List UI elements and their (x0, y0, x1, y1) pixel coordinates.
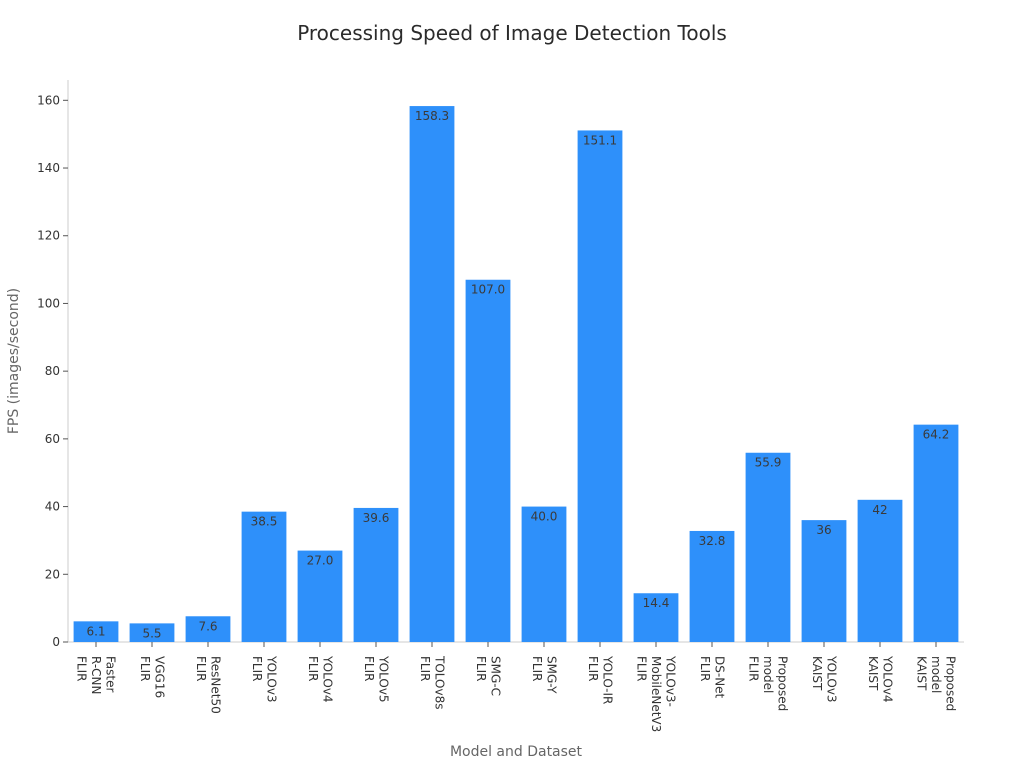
x-tick-label: Proposed (776, 656, 790, 711)
y-axis-title: FPS (images/second) (6, 288, 22, 434)
bar (409, 106, 455, 643)
y-tick-label: 100 (37, 296, 60, 310)
x-axis-title: Model and Dataset (450, 744, 583, 760)
x-tick-label: FLIR (362, 656, 376, 681)
y-tick-label: 20 (45, 567, 60, 581)
y-tick-label: 40 (45, 500, 60, 514)
x-tick-label: SMG-Y (544, 656, 558, 694)
bar-value-label: 5.5 (142, 626, 161, 640)
bar-value-label: 32.8 (699, 534, 726, 548)
x-tick-label: FLIR (474, 656, 488, 681)
y-tick-label: 140 (37, 161, 60, 175)
bar (801, 520, 847, 642)
bar (577, 130, 623, 642)
x-tick-label: Faster (104, 656, 118, 692)
x-tick-label: SMG-C (488, 656, 502, 696)
bar-value-label: 38.5 (251, 515, 278, 529)
x-tick-label: FLIR (306, 656, 320, 681)
x-tick-label: YOLOv4 (320, 655, 334, 703)
y-tick-label: 120 (37, 229, 60, 243)
bar-value-label: 55.9 (755, 456, 782, 470)
x-tick-label: ResNet50 (208, 656, 222, 714)
x-tick-label: KAIST (866, 656, 880, 691)
bar (913, 424, 959, 642)
y-tick-label: 80 (45, 364, 60, 378)
x-tick-label: YOLO-IR (600, 655, 614, 704)
bar (185, 616, 231, 642)
bar-value-label: 7.6 (198, 619, 217, 633)
bar (353, 507, 399, 642)
bar-value-label: 64.2 (923, 428, 950, 442)
y-tick-label: 60 (45, 432, 60, 446)
bar-value-label: 27.0 (307, 554, 334, 568)
y-tick-label: 0 (52, 635, 60, 649)
x-tick-label: FLIR (747, 656, 761, 681)
x-tick-label: KAIST (915, 656, 929, 691)
x-tick-label: model (929, 656, 943, 693)
bar-value-label: 14.4 (643, 596, 670, 610)
x-tick-label: FLIR (75, 656, 89, 681)
x-tick-label: FLIR (418, 656, 432, 681)
x-tick-label: FLIR (635, 656, 649, 681)
y-tick-label: 160 (37, 93, 60, 107)
bar-value-label: 36 (816, 523, 831, 537)
bar (745, 452, 791, 642)
x-tick-label: FLIR (250, 656, 264, 681)
x-tick-label: YOLOv3 (264, 655, 278, 703)
bar (633, 593, 679, 642)
x-tick-label: R-CNN (89, 656, 103, 695)
bar-value-label: 107.0 (471, 283, 505, 297)
x-tick-label: YOLOv3 (824, 655, 838, 703)
x-tick-label: YOLOv4 (880, 655, 894, 703)
bar (73, 621, 119, 642)
bar (521, 506, 567, 642)
bar-value-label: 42 (872, 503, 887, 517)
x-tick-label: YOLOv3- (664, 655, 678, 707)
x-tick-label: FLIR (138, 656, 152, 681)
bar (297, 550, 343, 642)
bar (857, 499, 903, 642)
x-tick-label: VGG16 (152, 656, 166, 698)
x-tick-label: KAIST (810, 656, 824, 691)
bar (241, 511, 287, 642)
bar-value-label: 39.6 (363, 511, 390, 525)
x-tick-label: model (761, 656, 775, 693)
bar-value-label: 151.1 (583, 133, 617, 147)
x-tick-label: FLIR (194, 656, 208, 681)
x-tick-label: TOLOv8s (432, 655, 446, 709)
bar-value-label: 6.1 (86, 624, 105, 638)
x-tick-label: Proposed (944, 656, 958, 711)
bar (129, 623, 175, 642)
x-tick-label: FLIR (698, 656, 712, 681)
bar-value-label: 158.3 (415, 109, 449, 123)
chart-title: Processing Speed of Image Detection Tool… (297, 21, 727, 45)
bar (689, 530, 735, 642)
bar-value-label: 40.0 (531, 510, 558, 524)
x-tick-label: YOLOv5 (376, 655, 390, 703)
x-tick-label: FLIR (530, 656, 544, 681)
x-tick-label: FLIR (586, 656, 600, 681)
x-tick-label: MobileNetV3 (649, 656, 663, 732)
bar (465, 279, 511, 642)
x-tick-label: DS-Net (712, 656, 726, 699)
